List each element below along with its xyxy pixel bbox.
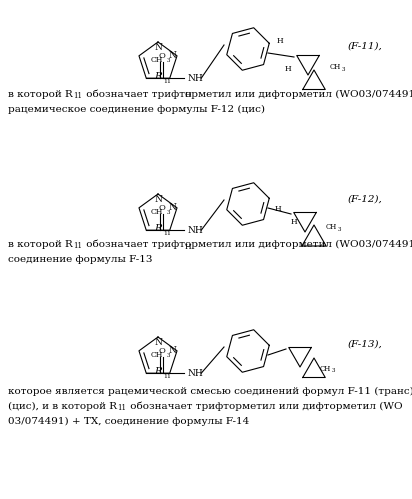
Text: CH: CH	[151, 208, 163, 216]
Text: N: N	[154, 195, 162, 204]
Text: 3: 3	[338, 227, 342, 232]
Text: обозначает трифторметил или дифторметил (WO: обозначает трифторметил или дифторметил …	[127, 401, 403, 411]
Text: 3: 3	[167, 58, 171, 63]
Text: H: H	[285, 65, 291, 73]
Text: 11: 11	[117, 404, 126, 412]
Text: H: H	[275, 205, 281, 213]
Text: NH: NH	[187, 369, 203, 378]
Text: R: R	[154, 72, 162, 81]
Text: CH: CH	[151, 351, 163, 359]
Text: 11: 11	[164, 231, 172, 236]
Text: O: O	[158, 347, 165, 355]
Text: NH: NH	[187, 226, 203, 235]
Text: N: N	[168, 346, 176, 355]
Text: CH: CH	[320, 365, 331, 373]
Text: 3: 3	[167, 210, 171, 215]
Text: в которой R: в которой R	[8, 240, 73, 249]
Text: 11: 11	[73, 92, 82, 100]
Text: N: N	[168, 203, 176, 212]
Text: CH: CH	[330, 63, 341, 71]
Text: (цис), и в которой R: (цис), и в которой R	[8, 401, 117, 411]
Text: NH: NH	[187, 74, 203, 83]
Text: (F-12),: (F-12),	[348, 195, 383, 204]
Text: (F-11),: (F-11),	[348, 41, 383, 50]
Text: 11: 11	[164, 374, 172, 379]
Text: H: H	[185, 91, 192, 99]
Text: H: H	[291, 218, 297, 226]
Text: H: H	[277, 37, 283, 45]
Text: CH: CH	[151, 56, 163, 64]
Text: N: N	[154, 338, 162, 347]
Text: H: H	[185, 243, 192, 251]
Text: 3: 3	[167, 353, 171, 358]
Text: O: O	[158, 204, 165, 212]
Text: R: R	[154, 367, 162, 376]
Text: в которой R: в которой R	[8, 89, 73, 98]
Text: N: N	[168, 51, 176, 60]
Text: CH: CH	[326, 223, 337, 231]
Text: N: N	[154, 43, 162, 52]
Text: рацемическое соединение формулы F-12 (цис): рацемическое соединение формулы F-12 (ци…	[8, 104, 265, 114]
Text: 03/074491) + TX, соединение формулы F-14: 03/074491) + TX, соединение формулы F-14	[8, 417, 249, 426]
Text: O: O	[158, 52, 165, 60]
Text: соединение формулы F-13: соединение формулы F-13	[8, 254, 152, 263]
Text: 11: 11	[164, 79, 172, 84]
Text: 11: 11	[73, 242, 82, 250]
Text: которое является рацемической смесью соединений формул F-11 (транс) и F-12: которое является рацемической смесью сое…	[8, 386, 412, 396]
Text: 3: 3	[342, 66, 346, 71]
Text: 3: 3	[332, 368, 335, 373]
Text: обозначает трифторметил или дифторметил (WO03/074491) + TX,: обозначает трифторметил или дифторметил …	[83, 239, 412, 249]
Text: обозначает трифторметил или дифторметил (WO03/074491) + TX,: обозначает трифторметил или дифторметил …	[83, 89, 412, 99]
Text: R: R	[154, 224, 162, 233]
Text: (F-13),: (F-13),	[348, 339, 383, 348]
